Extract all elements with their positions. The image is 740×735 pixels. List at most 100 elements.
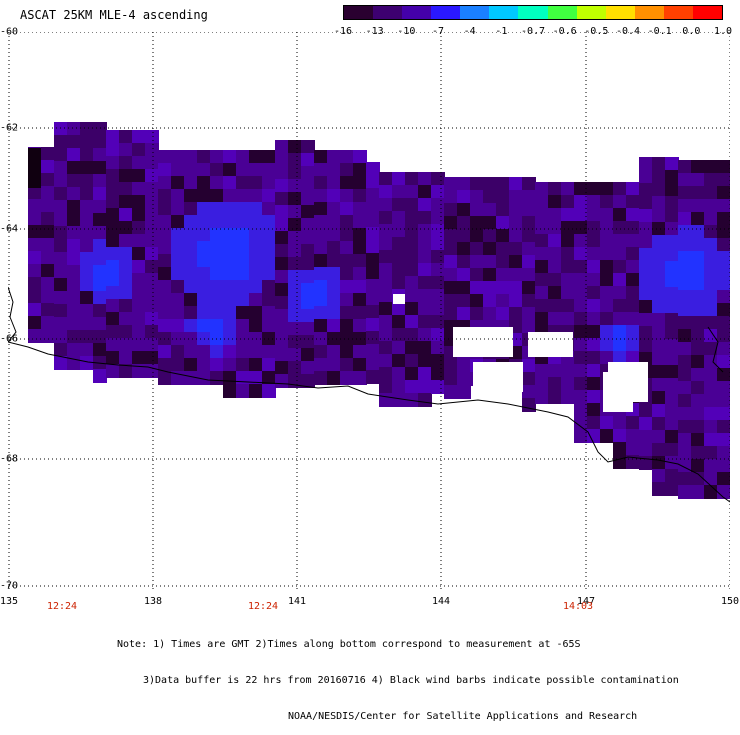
swath-cell	[184, 215, 198, 229]
swath-cell	[561, 286, 575, 300]
swath-cell	[561, 312, 575, 326]
swath-cell	[132, 221, 146, 235]
swath-cell	[41, 199, 55, 213]
swath-cell	[93, 278, 107, 292]
swath-cell	[678, 303, 692, 317]
swath-cell	[301, 244, 315, 258]
swath-cell	[704, 238, 718, 252]
swath-cell	[652, 157, 666, 171]
swath-cell	[717, 342, 730, 356]
swath-cell	[119, 338, 133, 352]
swath-cell	[574, 208, 588, 222]
swath-cell	[379, 380, 393, 394]
swath-cell	[418, 289, 432, 303]
colorbar-segment	[402, 6, 432, 19]
swath-cell	[587, 429, 601, 443]
swath-cell	[80, 161, 94, 175]
swath-cell	[691, 394, 705, 408]
swath-cell	[67, 278, 81, 292]
chart-title: ASCAT 25KM MLE-4 ascending	[20, 8, 208, 22]
data-gap	[603, 372, 633, 412]
swath-cell	[678, 212, 692, 226]
lon-label-147: 147	[576, 596, 596, 607]
swath-cell	[587, 182, 601, 196]
swath-cell	[119, 260, 133, 274]
swath-cell	[301, 296, 315, 310]
swath-cell	[80, 213, 94, 227]
swath-cell	[717, 160, 730, 174]
swath-cell	[587, 312, 601, 326]
swath-cell	[405, 367, 419, 381]
swath-cell	[132, 338, 146, 352]
swath-cell	[262, 228, 276, 242]
swath-cell	[93, 148, 107, 162]
swath-cell	[54, 343, 68, 357]
swath-cell	[678, 238, 692, 252]
swath-cell	[262, 319, 276, 333]
swath-cell	[236, 280, 250, 294]
swath-cell	[535, 260, 549, 274]
swath-cell	[392, 276, 406, 290]
swath-cell	[561, 195, 575, 209]
swath-cell	[327, 306, 341, 320]
swath-cell	[717, 186, 730, 200]
swath-cell	[626, 260, 640, 274]
swath-cell	[496, 268, 510, 282]
note-line-2: 3)Data buffer is 22 hrs from 20160716 4)…	[143, 675, 679, 686]
swath-cell	[106, 221, 120, 235]
swath-cell	[301, 322, 315, 336]
swath-cell	[171, 345, 185, 359]
lon-label-135: 135	[0, 596, 19, 607]
swath-cell	[171, 358, 185, 372]
swath-cell	[431, 237, 445, 251]
swath-cell	[444, 307, 458, 321]
swath-cell	[223, 345, 237, 359]
swath-cell	[613, 247, 627, 261]
swath-cell	[41, 290, 55, 304]
swath-cell	[600, 338, 614, 352]
swath-cell	[236, 371, 250, 385]
swath-cell	[561, 260, 575, 274]
swath-cell	[41, 225, 55, 239]
swath-cell	[210, 306, 224, 320]
swath-cell	[613, 234, 627, 248]
swath-cell	[678, 251, 692, 265]
colorbar-segment	[576, 6, 606, 19]
swath-cell	[353, 241, 367, 255]
swath-cell	[509, 203, 523, 217]
swath-cell	[652, 456, 666, 470]
swath-cell	[197, 306, 211, 320]
swath-cell	[28, 329, 42, 343]
swath-cell	[80, 135, 94, 149]
swath-cell	[665, 417, 679, 431]
swath-cell	[405, 354, 419, 368]
swath-cell	[717, 459, 730, 473]
swath-cell	[483, 268, 497, 282]
swath-cell	[54, 330, 68, 344]
swath-cell	[67, 330, 81, 344]
swath-cell	[470, 190, 484, 204]
swath-cell	[249, 163, 263, 177]
swath-cell	[210, 319, 224, 333]
swath-cell	[236, 332, 250, 346]
swath-cell	[67, 265, 81, 279]
swath-cell	[223, 176, 237, 190]
swath-cell	[652, 469, 666, 483]
swath-cell	[639, 339, 653, 353]
swath-cell	[340, 280, 354, 294]
swath-cell	[366, 344, 380, 358]
swath-cell	[665, 313, 679, 327]
swath-cell	[379, 393, 393, 407]
swath-cell	[145, 130, 159, 144]
swath-cell	[262, 163, 276, 177]
time-label-2: 12:24	[247, 601, 279, 612]
swath-cell	[353, 371, 367, 385]
swath-cell	[67, 252, 81, 266]
swath-cell	[704, 355, 718, 369]
swath-cell	[665, 404, 679, 418]
swath-cell	[691, 225, 705, 239]
swath-cell	[457, 372, 471, 386]
swath-cell	[496, 190, 510, 204]
swath-cell	[600, 429, 614, 443]
lon-label-144: 144	[431, 596, 451, 607]
